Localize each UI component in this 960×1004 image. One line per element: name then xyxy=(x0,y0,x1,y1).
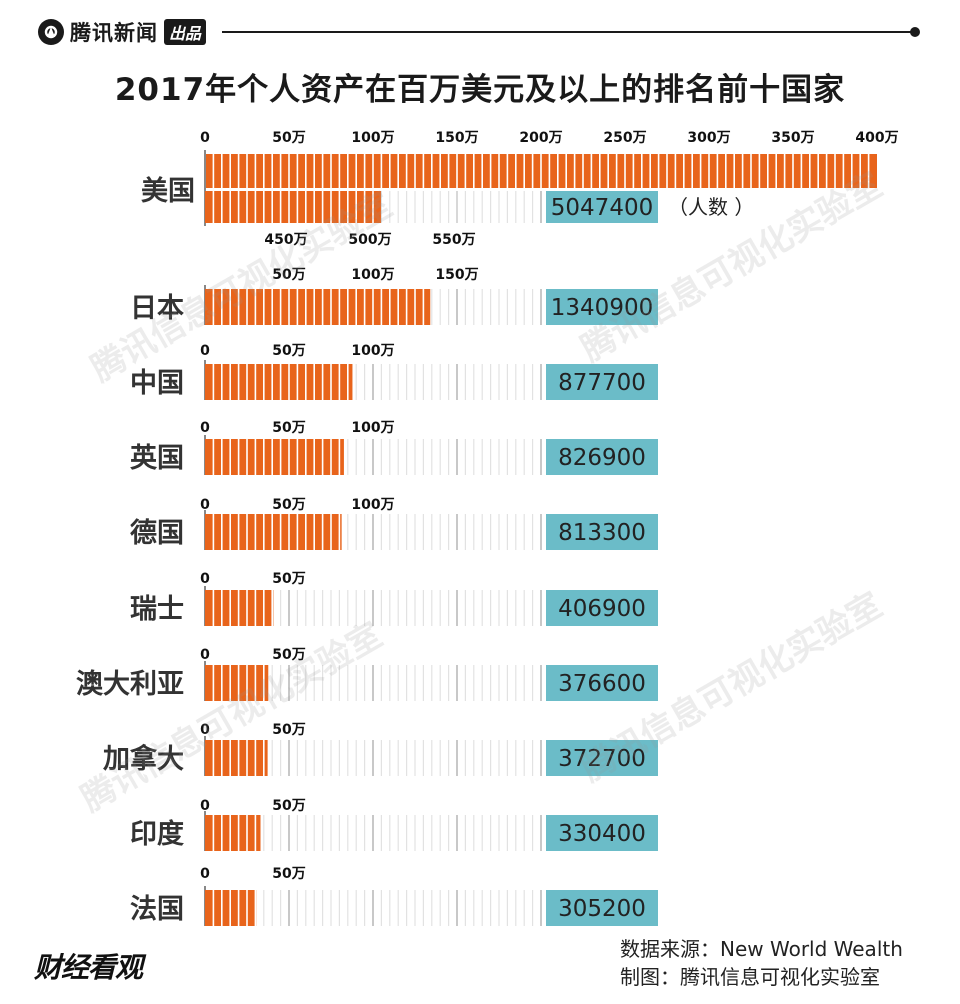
brand-logo: 腾讯新闻 出品 xyxy=(38,14,207,50)
tick-label: 500万 xyxy=(348,232,391,248)
value-box xyxy=(546,590,658,626)
tick-label: 50万 xyxy=(272,722,305,738)
tick-label: 200万 xyxy=(519,130,562,146)
data-label: 372700 xyxy=(558,746,646,772)
tick-label: 0 xyxy=(200,722,210,738)
tick-label: 350万 xyxy=(771,130,814,146)
tick-label: 550万 xyxy=(432,232,475,248)
category-label: 加拿大 xyxy=(103,743,184,775)
tick-label: 0 xyxy=(200,647,210,663)
tick-label: 250万 xyxy=(603,130,646,146)
tick-label: 0 xyxy=(200,130,210,146)
tick-label: 50万 xyxy=(272,267,305,283)
tick-label: 50万 xyxy=(272,343,305,359)
tick-label: 50万 xyxy=(272,497,305,513)
value-box xyxy=(546,514,658,550)
tick-label: 0 xyxy=(200,798,210,814)
data-label: 376600 xyxy=(558,671,646,697)
value-box xyxy=(546,439,658,475)
value-box xyxy=(546,740,658,776)
data-label: 5047400 xyxy=(551,195,653,221)
tick-label: 150万 xyxy=(435,267,478,283)
category-label: 印度 xyxy=(130,818,184,850)
data-label: 1340900 xyxy=(551,295,653,321)
value-box xyxy=(546,289,658,325)
category-label: 瑞士 xyxy=(130,594,184,625)
tick-label: 0 xyxy=(200,866,210,882)
bar xyxy=(205,740,268,776)
tick-label: 400万 xyxy=(855,130,898,146)
category-label: 中国 xyxy=(130,368,184,399)
data-label: 406900 xyxy=(558,596,646,622)
tick-label: 100万 xyxy=(351,497,394,513)
tick-label: 100万 xyxy=(351,343,394,359)
tick-label: 50万 xyxy=(272,571,305,587)
chart-title: 2017年个人资产在百万美元及以上的排名前十国家 xyxy=(114,72,846,108)
brand-tag: 出品 xyxy=(164,19,207,45)
source-text: 数据来源：New World Wealth xyxy=(620,937,903,961)
tick-label: 0 xyxy=(200,343,210,359)
value-box xyxy=(546,815,658,851)
value-box xyxy=(546,665,658,701)
value-box xyxy=(546,191,658,223)
value-box xyxy=(546,890,658,926)
data-label: 813300 xyxy=(558,520,646,546)
tick-label: 0 xyxy=(200,420,210,436)
category-label: 日本 xyxy=(130,293,184,324)
tick-label: 150万 xyxy=(435,130,478,146)
caijing-logo-text: 财经看观 xyxy=(34,951,143,984)
bar xyxy=(205,289,431,325)
brand-name: 腾讯新闻 xyxy=(70,21,158,45)
header-dot xyxy=(910,27,920,37)
header-rule xyxy=(222,31,914,33)
category-label: 法国 xyxy=(130,894,184,925)
tick-label: 50万 xyxy=(272,647,305,663)
tick-label: 100万 xyxy=(351,130,394,146)
category-label: 澳大利亚 xyxy=(76,669,184,700)
category-label: 德国 xyxy=(130,518,184,549)
value-box xyxy=(546,364,658,400)
tencent-news-icon xyxy=(38,19,64,45)
data-label: 877700 xyxy=(558,370,646,396)
data-label: 330400 xyxy=(558,821,646,847)
bar xyxy=(205,514,342,550)
tick-label: 450万 xyxy=(264,232,307,248)
bar xyxy=(205,439,344,475)
credit-text: 制图：腾讯信息可视化实验室 xyxy=(620,965,880,989)
bar xyxy=(205,815,261,851)
category-label: 美国 xyxy=(141,175,195,207)
tick-label: 50万 xyxy=(272,130,305,146)
caijing-logo: 财经看观 xyxy=(34,946,143,986)
bar-continuation xyxy=(205,191,381,223)
tick-label: 50万 xyxy=(272,420,305,436)
data-label: 305200 xyxy=(558,896,646,922)
tick-label: 50万 xyxy=(272,798,305,814)
category-label: 英国 xyxy=(130,443,184,474)
tick-label: 100万 xyxy=(351,420,394,436)
tick-label: 100万 xyxy=(351,267,394,283)
tick-label: 0 xyxy=(200,497,210,513)
source-note: 数据来源：New World Wealth 制图：腾讯信息可视化实验室 xyxy=(620,935,903,991)
unit-label: （人数 ） xyxy=(668,195,754,219)
tick-label: 50万 xyxy=(272,866,305,882)
data-label: 826900 xyxy=(558,445,646,471)
tick-label: 300万 xyxy=(687,130,730,146)
bar xyxy=(205,665,269,701)
tick-label: 0 xyxy=(200,571,210,587)
